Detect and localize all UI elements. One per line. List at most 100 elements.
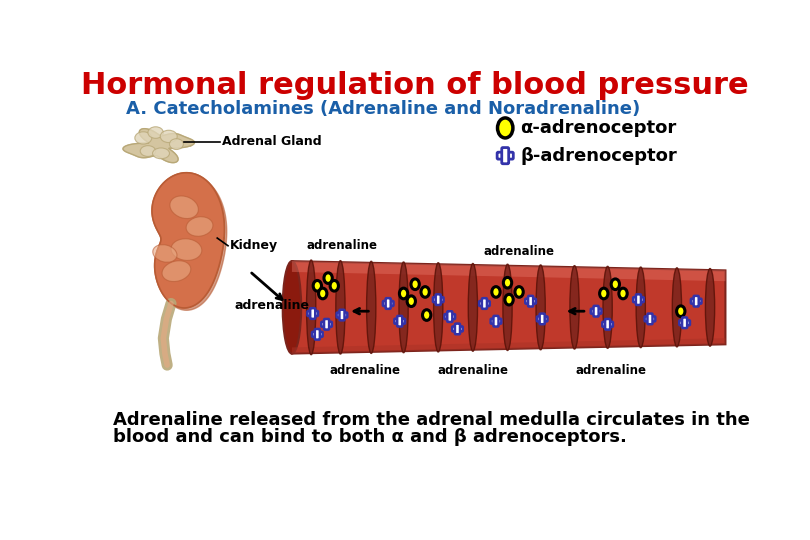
Text: adrenaline: adrenaline (306, 239, 377, 252)
Text: adrenaline: adrenaline (437, 364, 509, 377)
FancyBboxPatch shape (491, 319, 501, 324)
Ellipse shape (515, 287, 523, 297)
Ellipse shape (503, 278, 512, 288)
Ellipse shape (152, 148, 169, 159)
FancyBboxPatch shape (479, 301, 490, 306)
Ellipse shape (324, 273, 332, 284)
Ellipse shape (162, 261, 191, 281)
Text: adrenaline: adrenaline (484, 245, 555, 258)
Ellipse shape (169, 139, 183, 150)
FancyBboxPatch shape (590, 309, 601, 314)
Ellipse shape (636, 267, 646, 348)
FancyBboxPatch shape (526, 299, 536, 303)
Ellipse shape (599, 288, 608, 299)
Polygon shape (123, 129, 194, 163)
Text: β-adrenoceptor: β-adrenoceptor (521, 147, 677, 165)
Ellipse shape (283, 261, 301, 354)
Ellipse shape (171, 239, 202, 260)
Ellipse shape (336, 261, 345, 354)
Ellipse shape (603, 266, 612, 348)
FancyBboxPatch shape (647, 314, 653, 324)
FancyBboxPatch shape (482, 298, 487, 309)
Ellipse shape (423, 310, 431, 320)
Text: A. Catecholamines (Adrenaline and Noradrenaline): A. Catecholamines (Adrenaline and Noradr… (126, 100, 641, 118)
FancyBboxPatch shape (337, 313, 347, 318)
FancyBboxPatch shape (310, 308, 315, 319)
Polygon shape (152, 173, 224, 308)
FancyBboxPatch shape (693, 296, 699, 307)
Ellipse shape (313, 280, 322, 291)
FancyBboxPatch shape (447, 311, 452, 322)
FancyBboxPatch shape (594, 306, 599, 316)
Polygon shape (154, 175, 227, 310)
Ellipse shape (421, 287, 429, 297)
FancyBboxPatch shape (315, 329, 320, 340)
FancyBboxPatch shape (501, 147, 509, 164)
Ellipse shape (672, 268, 681, 347)
Text: adrenaline: adrenaline (234, 299, 309, 312)
Text: adrenaline: adrenaline (330, 364, 401, 377)
FancyBboxPatch shape (497, 152, 514, 159)
Polygon shape (292, 261, 726, 281)
FancyBboxPatch shape (452, 326, 463, 332)
Ellipse shape (619, 288, 627, 299)
FancyBboxPatch shape (455, 323, 460, 334)
Ellipse shape (503, 264, 512, 350)
FancyBboxPatch shape (397, 316, 403, 327)
Polygon shape (292, 338, 726, 354)
Ellipse shape (497, 118, 513, 138)
FancyBboxPatch shape (436, 294, 441, 305)
Ellipse shape (330, 280, 339, 291)
FancyBboxPatch shape (493, 316, 498, 327)
Ellipse shape (318, 288, 327, 299)
FancyBboxPatch shape (691, 299, 701, 303)
FancyBboxPatch shape (394, 319, 405, 324)
Text: Adrenaline released from the adrenal medulla circulates in the: Adrenaline released from the adrenal med… (113, 411, 749, 429)
Ellipse shape (570, 266, 579, 349)
Ellipse shape (407, 296, 416, 307)
Ellipse shape (411, 279, 420, 289)
FancyBboxPatch shape (339, 310, 344, 320)
FancyBboxPatch shape (322, 322, 332, 327)
FancyBboxPatch shape (539, 314, 544, 324)
Polygon shape (292, 261, 726, 354)
FancyBboxPatch shape (645, 316, 655, 321)
Ellipse shape (170, 196, 198, 219)
FancyBboxPatch shape (680, 320, 690, 325)
FancyBboxPatch shape (445, 314, 455, 319)
Text: adrenaline: adrenaline (576, 364, 647, 377)
Ellipse shape (399, 288, 407, 299)
Text: Adrenal Gland: Adrenal Gland (222, 136, 322, 148)
Ellipse shape (468, 264, 478, 351)
FancyBboxPatch shape (324, 319, 329, 329)
FancyBboxPatch shape (603, 322, 613, 327)
Ellipse shape (433, 263, 443, 352)
Ellipse shape (612, 279, 620, 289)
FancyBboxPatch shape (636, 294, 641, 305)
Ellipse shape (134, 132, 151, 144)
Ellipse shape (505, 294, 514, 305)
FancyBboxPatch shape (383, 301, 394, 306)
Ellipse shape (186, 217, 213, 237)
Ellipse shape (148, 127, 164, 138)
FancyBboxPatch shape (537, 316, 548, 321)
FancyBboxPatch shape (633, 297, 644, 302)
Text: α-adrenoceptor: α-adrenoceptor (521, 119, 677, 137)
FancyBboxPatch shape (312, 332, 322, 337)
FancyBboxPatch shape (682, 318, 687, 328)
Text: blood and can bind to both α and β adrenoceptors.: blood and can bind to both α and β adren… (113, 428, 626, 446)
Ellipse shape (160, 130, 177, 143)
Ellipse shape (676, 306, 685, 316)
FancyBboxPatch shape (433, 297, 444, 302)
Text: Kidney: Kidney (229, 239, 278, 252)
Ellipse shape (399, 262, 408, 353)
Ellipse shape (536, 265, 545, 350)
FancyBboxPatch shape (528, 296, 533, 307)
Ellipse shape (140, 146, 156, 157)
Ellipse shape (153, 245, 177, 262)
Ellipse shape (706, 268, 714, 346)
FancyBboxPatch shape (605, 319, 610, 329)
Ellipse shape (367, 261, 376, 353)
FancyBboxPatch shape (307, 311, 318, 316)
Ellipse shape (492, 287, 500, 297)
